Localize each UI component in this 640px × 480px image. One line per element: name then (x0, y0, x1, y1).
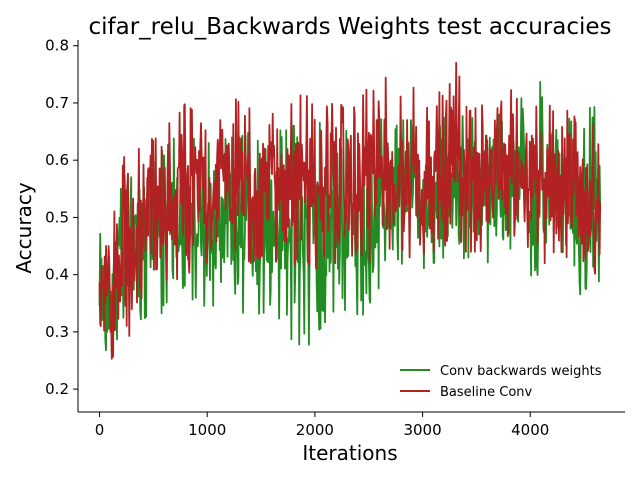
x-tick-label: 1000 (188, 421, 226, 439)
legend: Conv backwards weights Baseline Conv (400, 364, 602, 400)
y-tick-label: 0.3 (45, 323, 69, 341)
x-tick-label: 4000 (511, 421, 549, 439)
legend-label-conv-backwards-weights: Conv backwards weights (440, 364, 602, 379)
legend-label-baseline-conv: Baseline Conv (440, 385, 533, 400)
y-tick-label: 0.4 (45, 266, 69, 284)
y-tick-label: 0.8 (45, 37, 69, 55)
y-tick-label: 0.6 (45, 151, 69, 169)
y-axis-title: Accuracy (12, 182, 36, 273)
x-tick-label: 2000 (296, 421, 334, 439)
x-tick-label: 3000 (403, 421, 441, 439)
y-tick-label: 0.2 (45, 380, 69, 398)
series-line-baseline-conv (98, 61, 602, 360)
y-tick-label: 0.5 (45, 208, 69, 226)
plot-lines (98, 61, 602, 360)
x-ticks: 0 1000 2000 3000 4000 (95, 412, 549, 439)
x-tick-label: 0 (95, 421, 105, 439)
y-ticks: 0.2 0.3 0.4 0.5 0.6 0.7 0.8 (45, 37, 78, 398)
y-tick-label: 0.7 (45, 94, 69, 112)
chart-title: cifar_relu_Backwards Weights test accura… (88, 14, 611, 40)
x-axis-title: Iterations (302, 441, 397, 465)
